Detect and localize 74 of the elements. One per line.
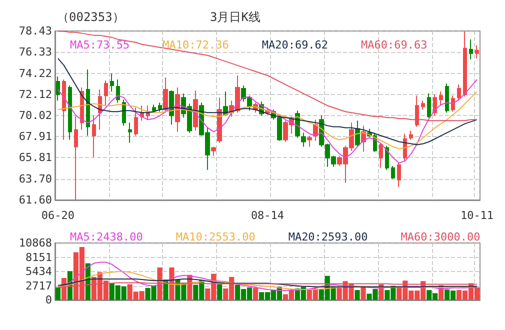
candlestick xyxy=(397,162,401,188)
bar xyxy=(354,290,360,300)
y-tick-label: 8151 xyxy=(26,250,52,264)
y-tick-label: 5434 xyxy=(26,265,52,278)
y-tick-label: 78.43 xyxy=(18,24,52,38)
candlestick xyxy=(62,79,66,140)
y-tick-label: 65.81 xyxy=(18,151,52,164)
chart-title: 3月日K线 xyxy=(210,10,260,24)
candlestick xyxy=(104,80,108,106)
y-tick-label: 10868 xyxy=(18,236,52,250)
y-tick-label: 67.91 xyxy=(18,130,52,144)
line-series xyxy=(57,30,478,122)
candlestick xyxy=(110,72,114,92)
candlestick xyxy=(451,95,455,112)
candlestick xyxy=(74,116,78,200)
candlestick xyxy=(158,102,162,112)
y-tick-label: 70.02 xyxy=(18,108,52,122)
candlestick xyxy=(385,145,389,170)
bar xyxy=(252,288,258,300)
candlestick xyxy=(469,38,473,60)
text: （002353） xyxy=(57,10,124,24)
candlestick xyxy=(379,142,383,168)
y-tick-label: 72.12 xyxy=(18,88,52,101)
candlestick xyxy=(475,44,479,59)
candlestick xyxy=(307,135,312,148)
candlestick xyxy=(217,97,222,144)
x-tick-label: 08-14 xyxy=(250,209,284,222)
candlestick xyxy=(439,91,443,106)
text: MA10:2553.00 xyxy=(176,230,256,244)
candlestick xyxy=(152,104,156,114)
candlestick xyxy=(409,130,413,140)
x-tick-label: 06-20 xyxy=(41,209,75,222)
candlestick xyxy=(122,99,126,126)
bar xyxy=(360,287,366,300)
text: MA60:3000.00 xyxy=(400,230,480,244)
text: MA20:69.62 xyxy=(262,38,328,52)
candlestick xyxy=(445,83,449,114)
candlestick xyxy=(391,165,395,180)
candlestick xyxy=(457,84,461,102)
candlestick xyxy=(134,107,138,136)
candlestick xyxy=(169,90,174,126)
y-tick-label: 61.60 xyxy=(18,194,52,206)
candlestick xyxy=(427,93,431,118)
candlestick xyxy=(421,100,425,110)
candlestick xyxy=(68,85,72,140)
bar xyxy=(55,287,61,300)
candlestick xyxy=(163,76,168,114)
line-series xyxy=(57,91,478,150)
y-tick-label: 76.33 xyxy=(18,46,52,59)
candlestick xyxy=(128,122,132,144)
y-tick-label: 63.70 xyxy=(18,172,52,186)
text: MA60:69.63 xyxy=(361,38,428,52)
text: MA5:73.55 xyxy=(70,38,130,52)
text: MA10:72.36 xyxy=(162,38,229,52)
candlestick xyxy=(92,115,96,158)
candlestick xyxy=(433,94,437,116)
y-tick-label: 74.22 xyxy=(18,66,52,80)
line-series xyxy=(57,278,478,288)
text: MA20:2593.00 xyxy=(288,230,368,244)
candlestick xyxy=(415,95,419,128)
line-series xyxy=(57,58,478,146)
y-tick-label: 0 xyxy=(45,294,52,306)
candlestick xyxy=(116,79,120,104)
y-tick-label: 2717 xyxy=(26,279,52,292)
candlestick xyxy=(301,132,306,148)
x-tick-label: 10-11 xyxy=(460,209,494,222)
candlestick xyxy=(463,30,467,98)
candlestick xyxy=(56,76,60,102)
candlestick xyxy=(86,68,90,136)
text: MA5:2438.00 xyxy=(70,230,143,244)
candlestick xyxy=(403,133,407,162)
bar xyxy=(217,284,222,300)
line-series xyxy=(57,79,478,164)
candlestick xyxy=(211,146,216,156)
